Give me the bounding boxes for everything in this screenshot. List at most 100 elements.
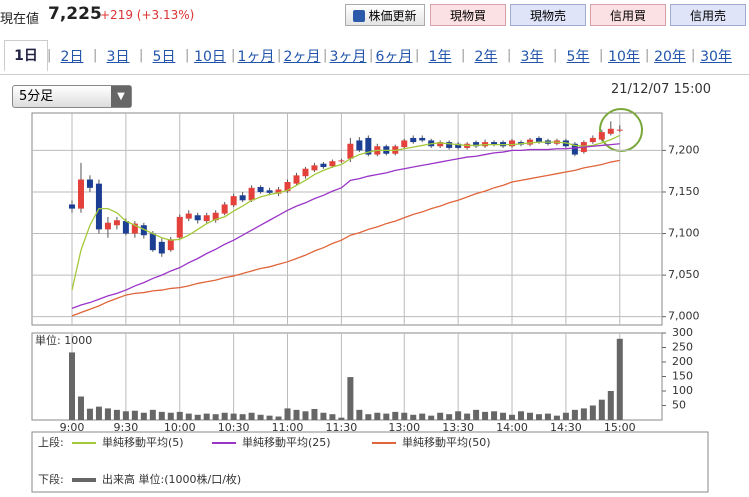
trade-button[interactable]: 信用売 [670,4,746,26]
period-tab[interactable]: 1日 [4,40,48,72]
period-tab[interactable]: 1ヶ月 [237,49,275,65]
volume-panel [31,332,663,421]
y-tick-label: 250 [672,341,693,354]
candle-body [167,239,174,251]
period-tab[interactable]: 2ヶ月 [283,49,321,65]
volume-bar [194,414,201,420]
period-tab[interactable]: 10年 [608,49,640,65]
volume-bar [509,414,516,420]
trade-button[interactable]: 信用買 [590,4,666,26]
candle-body [365,137,372,155]
volume-bar [473,409,480,420]
tab-separator: | [645,48,650,63]
candle-body [212,212,219,221]
volume-bar [167,412,174,420]
period-tab[interactable]: 3ヶ月 [329,49,367,65]
candle-body [86,179,93,188]
trade-button[interactable]: 現物売 [510,4,586,26]
volume-bar [104,408,111,420]
volume-bar [401,412,408,420]
tab-separator: | [93,48,98,63]
trade-button[interactable]: 現物買 [430,4,506,26]
volume-bar [257,414,264,420]
period-tab[interactable]: 30年 [700,49,732,65]
x-tick-label: 11:00 [272,421,304,434]
tab-separator: | [231,48,236,63]
x-tick-label: 11:30 [326,421,358,434]
volume-bar [446,414,453,420]
volume-bar [149,409,156,420]
tab-separator: | [599,48,604,63]
candle-body [203,215,210,222]
period-tab[interactable]: 5年 [566,49,590,65]
candle-body [140,225,147,236]
candle-body [401,140,408,148]
interval-select[interactable]: 5分足 ▼ [12,85,132,108]
volume-bar [266,415,273,420]
ma-line [71,134,621,291]
price-change: +219 (+3.13%) [100,8,194,22]
volume-bar [176,411,183,420]
volume-bar [302,411,309,420]
candle-body [185,213,192,219]
x-tick-label: 10:30 [218,421,250,434]
highlight-circle [599,108,643,152]
candle-body [113,220,120,226]
legend-section: 上段: [38,435,64,449]
period-tab[interactable]: 3日 [106,49,130,65]
tab-separator: | [139,48,144,63]
period-tab[interactable]: 2年 [474,49,498,65]
volume-bar [437,412,444,420]
candle-body [526,139,533,145]
volume-bar [544,413,551,420]
candle-body [275,189,282,194]
candle-body [437,142,444,147]
current-price: 7,225 [48,4,102,24]
tab-separator: | [507,48,512,63]
volume-bar [356,409,363,420]
period-tab[interactable]: 6ヶ月 [375,49,413,65]
candle-body [194,215,201,221]
volume-bar [284,408,291,420]
candle-body [69,204,75,209]
volume-bar [203,413,210,420]
volume-bar [500,412,507,420]
refresh-button[interactable]: 株価更新 [345,4,425,26]
legend-label: 単純移動平均(50) [402,435,491,449]
volume-bar [464,413,471,420]
ma-line [71,143,620,309]
candle-body [257,186,264,192]
legend-box [31,431,709,493]
period-tab[interactable]: 10日 [194,49,226,65]
volume-bar [374,412,381,420]
candle-body [419,137,426,141]
x-tick-label: 14:30 [550,421,582,434]
candle-body [535,137,542,143]
y-tick-label: 100 [672,384,693,397]
volume-bar [212,414,219,420]
volume-bar [320,412,327,420]
y-tick-label: 200 [672,355,693,368]
candle-body [176,216,183,238]
period-tab[interactable]: 1年 [428,49,452,65]
candle-body [338,160,345,162]
candle-body [104,222,111,230]
x-tick-label: 13:00 [388,421,420,434]
candle-body [598,132,605,140]
candle-body [571,143,578,155]
volume-bar [482,411,489,420]
period-tab[interactable]: 20年 [654,49,686,65]
volume-bar [293,409,300,420]
header: 現在値 7,225 +219 (+3.13%) 株価更新 現物買 現物売 信用買… [0,0,749,32]
period-tab[interactable]: 2日 [60,49,84,65]
volume-bar [365,414,372,420]
volume-bar [122,411,129,420]
volume-bar [311,408,318,420]
volume-bar [616,338,623,420]
period-tab[interactable]: 3年 [520,49,544,65]
volume-bar [580,408,587,420]
candle-body [589,137,596,143]
period-tab[interactable]: 5日 [152,49,176,65]
